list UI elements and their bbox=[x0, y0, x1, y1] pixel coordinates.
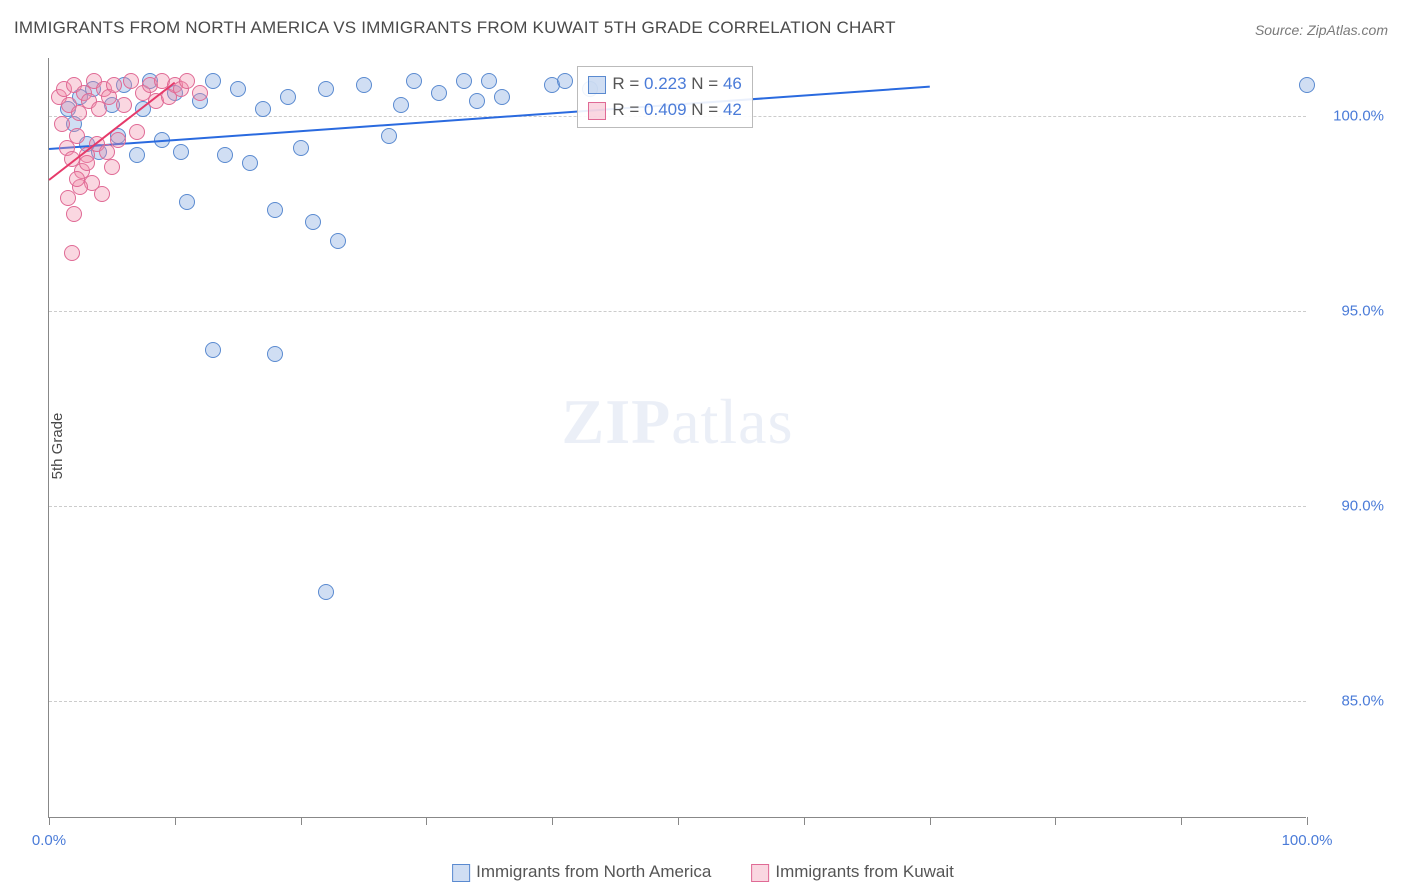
scatter-point bbox=[456, 73, 472, 89]
legend-swatch bbox=[751, 864, 769, 882]
bottom-legend-label: Immigrants from Kuwait bbox=[775, 862, 954, 881]
watermark-zip: ZIP bbox=[562, 386, 672, 457]
scatter-point bbox=[330, 233, 346, 249]
scatter-point bbox=[116, 97, 132, 113]
legend-n-label: N = bbox=[691, 100, 723, 119]
scatter-point bbox=[110, 132, 126, 148]
y-tick-label: 95.0% bbox=[1341, 303, 1384, 320]
x-tick-label: 100.0% bbox=[1282, 832, 1333, 849]
x-tick bbox=[1055, 817, 1056, 825]
gridline-h bbox=[49, 506, 1306, 507]
x-tick bbox=[678, 817, 679, 825]
x-tick bbox=[930, 817, 931, 825]
chart-title: IMMIGRANTS FROM NORTH AMERICA VS IMMIGRA… bbox=[14, 18, 896, 38]
scatter-point bbox=[66, 206, 82, 222]
scatter-point bbox=[393, 97, 409, 113]
legend-n-value: 46 bbox=[723, 74, 742, 93]
x-tick bbox=[1307, 817, 1308, 825]
source-label: Source: ZipAtlas.com bbox=[1255, 22, 1388, 38]
scatter-point bbox=[173, 144, 189, 160]
scatter-point bbox=[205, 342, 221, 358]
gridline-h bbox=[49, 701, 1306, 702]
scatter-plot-area: ZIPatlas 85.0%90.0%95.0%100.0%0.0%100.0%… bbox=[48, 58, 1306, 818]
scatter-point bbox=[242, 155, 258, 171]
y-tick-label: 90.0% bbox=[1341, 498, 1384, 515]
scatter-point bbox=[79, 155, 95, 171]
scatter-point bbox=[217, 147, 233, 163]
gridline-h bbox=[49, 311, 1306, 312]
x-tick-label: 0.0% bbox=[32, 832, 66, 849]
scatter-point bbox=[469, 93, 485, 109]
scatter-point bbox=[267, 202, 283, 218]
watermark: ZIPatlas bbox=[562, 385, 794, 459]
scatter-point bbox=[179, 194, 195, 210]
legend-row: R = 0.223 N = 46 bbox=[588, 71, 742, 97]
scatter-point bbox=[267, 346, 283, 362]
scatter-point bbox=[255, 101, 271, 117]
scatter-point bbox=[54, 116, 70, 132]
legend-n-value: 42 bbox=[723, 100, 742, 119]
legend-swatch bbox=[588, 76, 606, 94]
legend-swatch bbox=[588, 102, 606, 120]
legend-swatch bbox=[452, 864, 470, 882]
scatter-point bbox=[69, 171, 85, 187]
legend-r-value: 0.223 bbox=[644, 74, 691, 93]
scatter-point bbox=[104, 159, 120, 175]
watermark-atlas: atlas bbox=[671, 386, 793, 457]
scatter-point bbox=[106, 77, 122, 93]
scatter-point bbox=[192, 85, 208, 101]
scatter-point bbox=[280, 89, 296, 105]
bottom-legend-label: Immigrants from North America bbox=[476, 862, 711, 881]
correlation-legend-box: R = 0.223 N = 46R = 0.409 N = 42 bbox=[577, 66, 753, 128]
scatter-point bbox=[69, 128, 85, 144]
bottom-legend-item: Immigrants from Kuwait bbox=[751, 862, 954, 882]
legend-row: R = 0.409 N = 42 bbox=[588, 97, 742, 123]
scatter-point bbox=[205, 73, 221, 89]
scatter-point bbox=[481, 73, 497, 89]
x-tick bbox=[301, 817, 302, 825]
x-tick bbox=[552, 817, 553, 825]
scatter-point bbox=[129, 124, 145, 140]
x-tick bbox=[175, 817, 176, 825]
scatter-point bbox=[64, 245, 80, 261]
scatter-point bbox=[318, 584, 334, 600]
scatter-point bbox=[293, 140, 309, 156]
scatter-point bbox=[406, 73, 422, 89]
legend-n-label: N = bbox=[691, 74, 723, 93]
scatter-point bbox=[94, 186, 110, 202]
scatter-point bbox=[305, 214, 321, 230]
scatter-point bbox=[431, 85, 447, 101]
y-tick-label: 85.0% bbox=[1341, 693, 1384, 710]
scatter-point bbox=[60, 190, 76, 206]
legend-r-label: R = bbox=[612, 74, 644, 93]
bottom-legend-item: Immigrants from North America bbox=[452, 862, 711, 882]
scatter-point bbox=[557, 73, 573, 89]
scatter-point bbox=[1299, 77, 1315, 93]
y-tick-label: 100.0% bbox=[1333, 108, 1384, 125]
x-tick bbox=[426, 817, 427, 825]
scatter-point bbox=[129, 147, 145, 163]
scatter-point bbox=[356, 77, 372, 93]
scatter-point bbox=[230, 81, 246, 97]
scatter-point bbox=[318, 81, 334, 97]
x-tick bbox=[49, 817, 50, 825]
bottom-legend: Immigrants from North America Immigrants … bbox=[452, 862, 954, 882]
x-tick bbox=[1181, 817, 1182, 825]
legend-r-label: R = bbox=[612, 100, 644, 119]
legend-r-value: 0.409 bbox=[644, 100, 691, 119]
scatter-point bbox=[494, 89, 510, 105]
scatter-point bbox=[381, 128, 397, 144]
x-tick bbox=[804, 817, 805, 825]
